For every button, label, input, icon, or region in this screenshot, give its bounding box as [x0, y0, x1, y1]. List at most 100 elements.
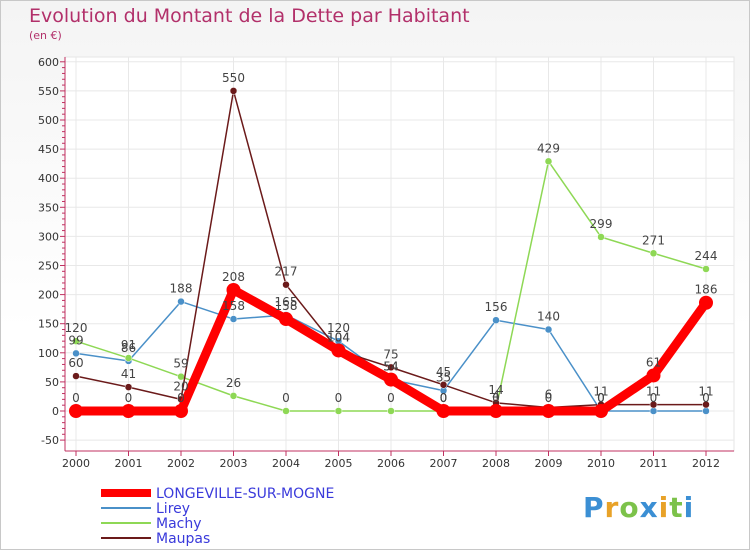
data-label: 271 [642, 233, 665, 247]
y-tick-label: 500 [38, 114, 59, 127]
data-label: 4 [492, 389, 500, 403]
data-label: 550 [222, 71, 245, 85]
data-label: 26 [226, 376, 241, 390]
data-label: 0 [545, 391, 553, 405]
series-point [121, 404, 136, 418]
data-label: 188 [170, 282, 193, 296]
x-tick-label: 2007 [430, 457, 458, 470]
data-label: 0 [282, 391, 290, 405]
y-tick-label: 550 [38, 85, 59, 98]
data-label: 0 [387, 391, 395, 405]
series-point [702, 265, 710, 273]
data-label: 208 [222, 270, 245, 284]
series-point [229, 87, 238, 95]
series-point [544, 325, 553, 334]
data-label: 11 [593, 385, 608, 399]
proxiti-logo: Proxiti [583, 491, 695, 524]
data-label: 20 [173, 379, 188, 393]
series-point [384, 372, 398, 387]
series-point [226, 282, 241, 297]
data-label: 54 [383, 360, 398, 374]
data-label: 59 [173, 357, 188, 371]
series-point [279, 312, 293, 327]
series-point [646, 368, 661, 383]
series-point [72, 337, 80, 345]
series-point [282, 407, 290, 415]
data-label: 35 [436, 371, 451, 385]
y-tick-label: 250 [38, 260, 59, 273]
data-label: 54 [383, 360, 398, 374]
x-tick-label: 2001 [115, 457, 143, 470]
series-point [699, 295, 713, 310]
series-point [174, 404, 188, 418]
y-tick-label: 300 [38, 230, 59, 243]
legend-label-3: Maupas [156, 531, 210, 547]
data-label: 429 [537, 141, 560, 155]
series-point [594, 404, 608, 418]
y-tick-label: 600 [38, 56, 59, 69]
data-label: 75 [383, 347, 398, 361]
series-point [72, 372, 80, 380]
data-label: 0 [440, 391, 448, 405]
data-label: 0 [650, 391, 658, 405]
series-point [702, 400, 710, 409]
data-label: 158 [222, 299, 245, 313]
x-tick-label: 2004 [272, 457, 300, 470]
y-tick-label: -50 [41, 434, 59, 447]
data-label: 0 [702, 391, 710, 405]
series-point [229, 392, 238, 400]
series-point [649, 249, 658, 258]
series-point [177, 297, 185, 306]
data-label: 158 [275, 299, 298, 313]
data-label: 11 [698, 385, 713, 399]
data-label: 299 [590, 217, 613, 231]
legend-label-0: LONGEVILLE-SUR-MOGNE [156, 486, 334, 502]
series-point [69, 404, 83, 418]
x-tick-label: 2010 [587, 457, 615, 470]
data-label: 60 [68, 356, 83, 370]
x-tick-label: 2009 [535, 457, 563, 470]
data-label: 0 [125, 391, 133, 405]
data-label: 0 [597, 391, 605, 405]
data-label: 217 [275, 265, 298, 279]
data-label: 45 [436, 365, 451, 379]
data-label: 120 [327, 321, 350, 335]
x-tick-label: 2003 [220, 457, 248, 470]
chart-title: Evolution du Montant de la Dette par Hab… [29, 5, 470, 27]
x-tick-label: 2008 [482, 457, 510, 470]
x-tick-label: 2011 [640, 457, 668, 470]
y-tick-label: 100 [38, 347, 59, 360]
legend-label-2: Machy [156, 516, 202, 532]
series-point [436, 404, 451, 418]
data-label: 0 [492, 391, 500, 405]
series-point [331, 343, 346, 358]
series-point [597, 233, 605, 241]
x-tick-label: 2002 [167, 457, 195, 470]
x-tick-label: 2000 [62, 457, 90, 470]
data-label: 41 [121, 367, 136, 381]
series-point [492, 316, 500, 324]
data-label: 165 [275, 295, 298, 309]
series-point [72, 349, 80, 358]
series-point [649, 400, 658, 409]
series-point [124, 383, 133, 391]
data-label: 11 [646, 385, 661, 399]
y-tick-label: 0 [52, 405, 59, 418]
data-label: 14 [488, 383, 503, 397]
data-label: 104 [327, 330, 350, 344]
data-label: 86 [121, 341, 136, 355]
data-label: 0 [72, 391, 80, 405]
data-label: 0 [597, 391, 605, 405]
y-tick-label: 350 [38, 201, 59, 214]
series-point [334, 407, 343, 415]
data-label: 91 [121, 338, 136, 352]
series-point [124, 354, 133, 362]
data-label: 6 [545, 388, 553, 402]
series-point [702, 407, 710, 415]
x-tick-label: 2005 [325, 457, 353, 470]
series-point [387, 407, 395, 415]
data-label: 244 [695, 249, 718, 263]
data-label: 186 [695, 283, 718, 297]
